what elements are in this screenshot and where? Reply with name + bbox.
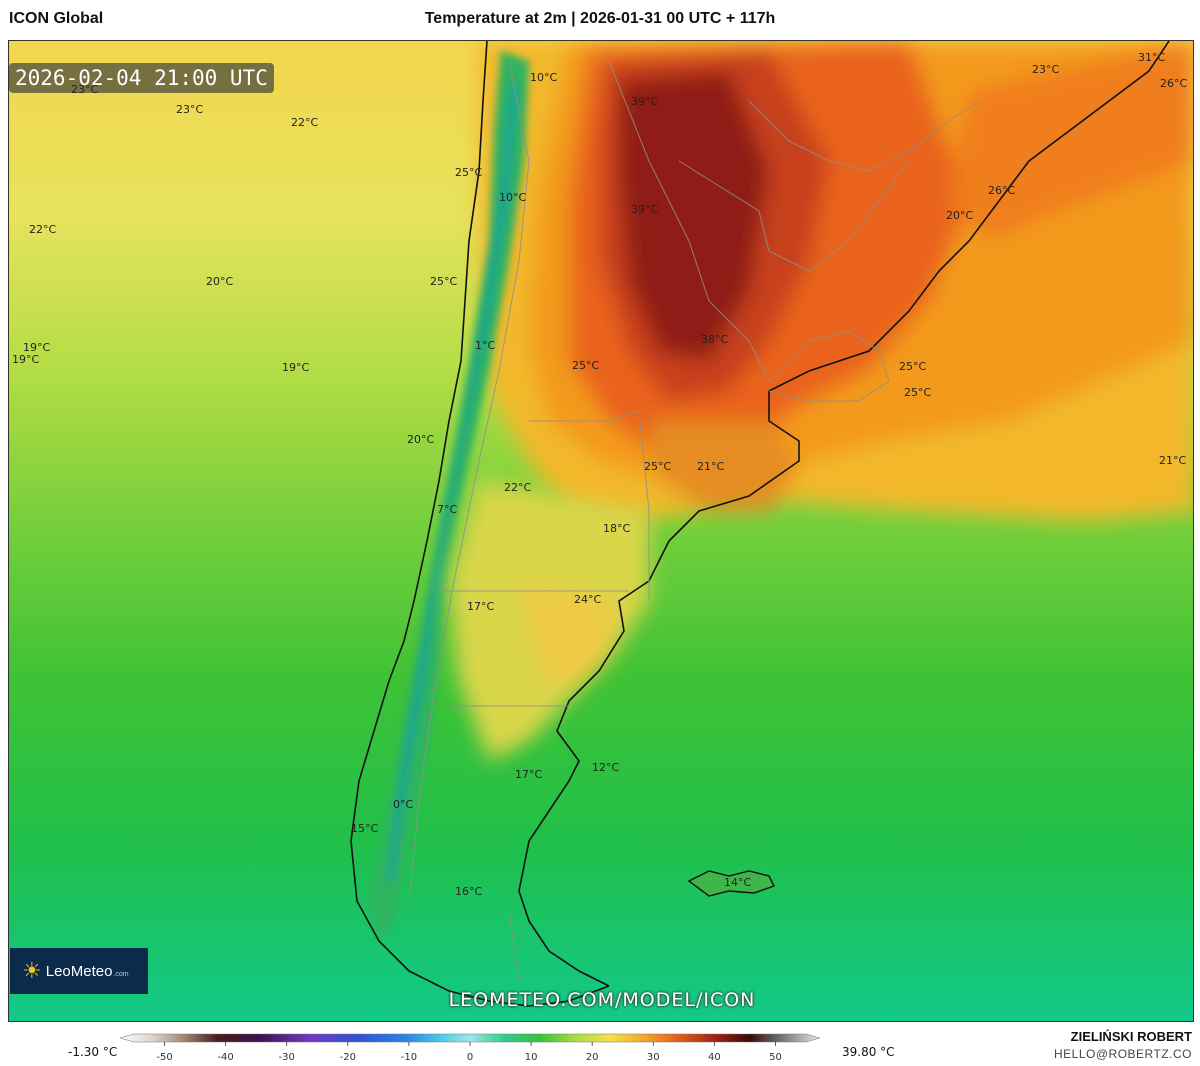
temp-label: 25°C [644, 460, 672, 473]
temp-label: 21°C [697, 460, 725, 473]
temp-label: 39°C [631, 203, 659, 216]
temp-label: 25°C [455, 166, 483, 179]
temp-label: 25°C [904, 386, 932, 399]
temp-label: 25°C [430, 275, 458, 288]
temp-label: 24°C [574, 593, 602, 606]
temp-label: 39°C [631, 95, 659, 108]
temp-label: 22°C [291, 116, 319, 129]
colorbar-tick-label: 30 [647, 1052, 660, 1063]
temp-label: 10°C [499, 191, 527, 204]
temp-label: 15°C [351, 822, 379, 835]
colorbar-min-label: -1.30 °C [68, 1045, 118, 1059]
temp-label: 19°C [12, 353, 40, 366]
author-name: ZIELIŃSKI ROBERT [1070, 1029, 1192, 1044]
temp-label: 21°C [1159, 454, 1187, 467]
temp-label: 16°C [455, 885, 483, 898]
colorbar-tick-label: 40 [708, 1052, 721, 1063]
logo-text: LeoMeteo [45, 962, 113, 980]
colorbar-tick-label: -40 [217, 1052, 233, 1063]
temp-label: 10°C [530, 71, 558, 84]
logo-domain: .com [113, 970, 129, 978]
temperature-field [9, 41, 1193, 1021]
temp-label: 20°C [946, 209, 974, 222]
temp-label: 7°C [437, 503, 458, 516]
temp-label: 38°C [701, 333, 729, 346]
valid-time-stamp: 2026-02-04 21:00 UTC [9, 63, 274, 93]
source-url: LEOMETEO.COM/MODEL/ICON [448, 989, 756, 1011]
map-title: Temperature at 2m | 2026-01-31 00 UTC + … [424, 10, 776, 27]
colorbar-tick-label: -20 [340, 1052, 356, 1063]
temperature-map: 2026-02-04 21:00 UTC 10°C 23°C 23°C 22°C… [8, 40, 1194, 1022]
temp-label: 25°C [899, 360, 927, 373]
temp-label: 17°C [515, 768, 543, 781]
colorbar-tick-label: -30 [279, 1052, 295, 1063]
temp-label: 26°C [988, 184, 1016, 197]
temp-label: 19°C [282, 361, 310, 374]
temp-label: 20°C [407, 433, 435, 446]
temp-label: 18°C [603, 522, 631, 535]
temp-label: 23°C [1032, 63, 1060, 76]
temp-label: 12°C [592, 761, 620, 774]
colorbar-tick-label: -50 [156, 1052, 172, 1063]
temp-label: 19°C [23, 341, 51, 354]
temp-label: 25°C [572, 359, 600, 372]
sun-icon: ☀ [22, 958, 42, 984]
colorbar-tick-label: -10 [401, 1052, 417, 1063]
colorbar-tick-label: 50 [769, 1052, 782, 1063]
colorbar-max-label: 39.80 °C [842, 1045, 895, 1059]
author-email: HELLO@ROBERTZ.CO [1054, 1047, 1192, 1061]
model-name: ICON Global [9, 10, 104, 27]
temp-label: 31°C [1138, 51, 1166, 64]
temp-label: 23°C [176, 103, 204, 116]
temp-label: 26°C [1160, 77, 1188, 90]
temp-label: 1°C [475, 339, 496, 352]
temp-label: 14°C [724, 876, 752, 889]
colorbar-tick-label: 10 [525, 1052, 538, 1063]
leometeo-logo: ☀ LeoMeteo .com [10, 948, 148, 994]
temp-label: 22°C [29, 223, 57, 236]
temp-label: 0°C [393, 798, 414, 811]
colorbar-tick-label: 0 [467, 1052, 473, 1063]
temp-label: 22°C [504, 481, 532, 494]
temp-label: 17°C [467, 600, 495, 613]
colorbar-tick-label: 20 [586, 1052, 599, 1063]
temp-label: 20°C [206, 275, 234, 288]
temp-label: 23°C [71, 83, 99, 96]
colorbar: -50 -40 -30 -20 -10 0 10 20 30 40 50 [120, 1033, 820, 1063]
